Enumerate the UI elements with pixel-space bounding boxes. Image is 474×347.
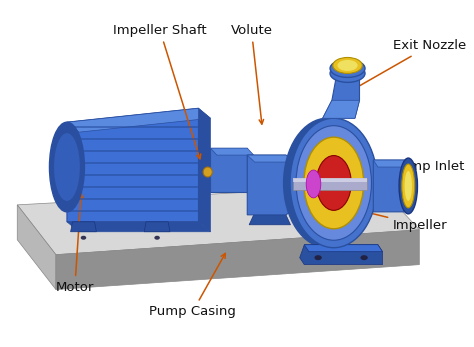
Ellipse shape [49, 122, 84, 212]
Ellipse shape [81, 236, 86, 240]
Polygon shape [247, 155, 293, 162]
Ellipse shape [155, 236, 160, 240]
Ellipse shape [405, 171, 412, 201]
Polygon shape [56, 230, 419, 289]
Text: Impeller: Impeller [354, 208, 448, 232]
Polygon shape [247, 155, 293, 215]
Text: Motor: Motor [55, 194, 94, 294]
Ellipse shape [304, 137, 364, 229]
Polygon shape [67, 222, 210, 232]
Polygon shape [199, 108, 210, 232]
Bar [293, 178, 367, 182]
Polygon shape [67, 108, 210, 132]
Polygon shape [67, 108, 199, 222]
Polygon shape [210, 148, 254, 155]
Bar [293, 178, 367, 190]
Text: Volute: Volute [230, 24, 273, 124]
Text: Pump Casing: Pump Casing [149, 253, 236, 318]
Polygon shape [300, 245, 383, 265]
Polygon shape [304, 245, 383, 252]
Polygon shape [144, 222, 170, 232]
Ellipse shape [360, 255, 368, 260]
Ellipse shape [296, 126, 372, 240]
Ellipse shape [314, 255, 322, 260]
Ellipse shape [290, 118, 377, 248]
Text: Impeller Shaft: Impeller Shaft [113, 24, 207, 159]
Ellipse shape [316, 155, 351, 210]
Polygon shape [374, 160, 410, 212]
Polygon shape [323, 100, 359, 118]
Ellipse shape [306, 170, 321, 198]
Text: Exit Nozzle: Exit Nozzle [349, 39, 466, 92]
Polygon shape [374, 160, 410, 167]
Ellipse shape [330, 65, 365, 82]
Ellipse shape [54, 133, 80, 201]
Text: Pump Inlet: Pump Inlet [378, 160, 465, 175]
Polygon shape [323, 75, 359, 118]
Polygon shape [17, 205, 56, 289]
Ellipse shape [283, 118, 371, 248]
Ellipse shape [330, 59, 365, 77]
Ellipse shape [402, 164, 415, 208]
Polygon shape [17, 185, 419, 255]
Ellipse shape [333, 58, 362, 74]
Ellipse shape [399, 158, 418, 214]
Ellipse shape [203, 167, 212, 177]
Polygon shape [71, 222, 96, 232]
Ellipse shape [337, 60, 358, 71]
Polygon shape [210, 148, 247, 192]
Polygon shape [249, 215, 291, 225]
